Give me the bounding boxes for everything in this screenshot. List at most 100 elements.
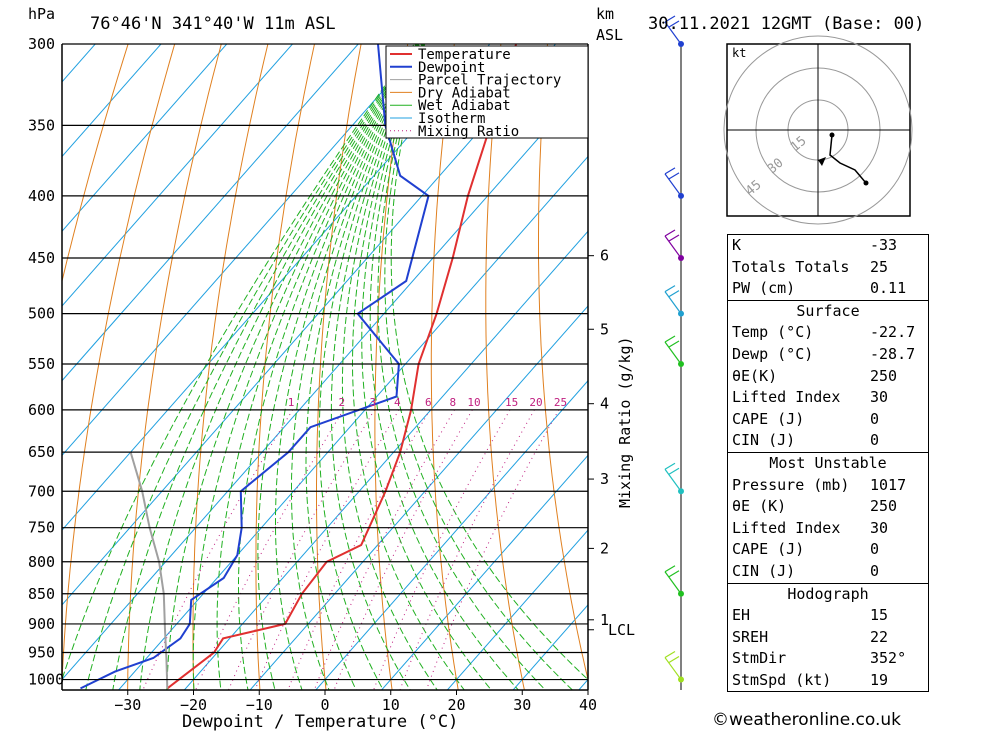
mixing-ratio-line: [313, 409, 455, 690]
isotherm-line: [62, 44, 294, 307]
k-value: -33: [870, 236, 898, 254]
mixing-ratio-line: [287, 409, 431, 690]
pressure-tick-label: 850: [28, 585, 55, 603]
x-tick-label: 0: [320, 696, 329, 714]
hodograph-start-point: [829, 132, 835, 138]
mixing-ratio-label: 4: [394, 396, 401, 409]
surface-cape-label: CAPE (J): [732, 409, 805, 428]
km-tick-label: 3: [600, 470, 609, 488]
wet-adiabat-line: [330, 44, 422, 690]
wet-adiabat-line: [291, 44, 420, 690]
wet-adiabat-line: [216, 44, 418, 690]
isotherm-line: [117, 155, 588, 690]
hodograph-trace: [829, 134, 867, 184]
lcl-label: LCL: [608, 621, 635, 639]
surface-temp-label: Temp (°C): [732, 323, 814, 342]
pressure-tick-label: 600: [28, 401, 55, 419]
surface-cin-label: CIN (J): [732, 431, 796, 450]
mixing-ratio-label: 3: [370, 396, 377, 409]
km-tick-label: 6: [600, 247, 609, 265]
pressure-tick-label: 500: [28, 305, 55, 323]
parcel-trajectory-line: [129, 451, 169, 689]
x-tick-label: 20: [447, 696, 465, 714]
chart-title: 76°46'N 341°40'W 11m ASL: [90, 14, 336, 34]
totals-value: 25: [870, 257, 889, 276]
pressure-tick-label: 900: [28, 615, 55, 633]
wind-barb-shaft: [664, 21, 682, 45]
wet-adiabat-line: [257, 44, 419, 690]
km-tick-label: 4: [600, 395, 609, 413]
isotherm-line: [380, 454, 588, 690]
wind-profile: [664, 15, 684, 690]
pressure-tick-label: 1000: [28, 671, 64, 689]
wind-barb-flag: [668, 656, 680, 664]
stmdir-value: 352°: [870, 649, 907, 668]
wind-barb-flag: [664, 285, 676, 293]
surface-cin-value: 0: [870, 431, 880, 450]
surface-li-label: Lifted Index: [732, 388, 841, 407]
surface-theta-value: 250: [870, 366, 898, 385]
wind-barb-flag: [668, 570, 680, 578]
mu-cape-value: 0: [870, 540, 880, 559]
mu-pressure-label: Pressure (mb): [732, 475, 850, 494]
mu-li-label: Lifted Index: [732, 518, 841, 537]
mixing-ratio-label: 15: [505, 396, 518, 409]
surface-cape-value: 0: [870, 409, 880, 428]
dry-adiabat-line: [127, 44, 222, 690]
x-tick-label: 10: [382, 696, 400, 714]
isotherm-line: [249, 305, 588, 690]
surface-dewp-label: Dewp (°C): [732, 344, 814, 363]
pressure-tick-label: 400: [28, 187, 55, 205]
wind-barb-flag: [668, 290, 680, 298]
most-unstable-title: Most Unstable: [769, 453, 887, 472]
mu-cape-label: CAPE (J): [732, 540, 805, 559]
dry-adiabat-line: [639, 0, 728, 705]
eh-value: 15: [870, 606, 889, 625]
indices-table: K -33 Totals Totals 25 PW (cm) 0.11 Surface…: [727, 234, 929, 693]
wind-barb-flag: [664, 15, 676, 23]
mixing-ratio-label: 20: [529, 396, 542, 409]
stmdir-label: StmDir: [732, 649, 787, 668]
legend-entry: Dry Adiabat: [418, 85, 511, 101]
wind-barb-shaft: [664, 173, 682, 197]
wet-adiabat-line: [384, 44, 574, 690]
mixing-ratio-label: 25: [554, 396, 567, 409]
legend-box: [385, 45, 589, 139]
x-axis-label: Dewpoint / Temperature (°C): [182, 712, 458, 732]
pw-value: 0.11: [870, 279, 907, 298]
hodograph-unit: kt: [732, 46, 746, 60]
isotherm-line: [62, 44, 425, 457]
pressure-tick-label: 950: [28, 643, 55, 661]
pw-label: PW (cm): [732, 279, 796, 298]
km-label: km: [596, 5, 614, 23]
isotherm-line: [62, 81, 588, 681]
totals-label: Totals Totals: [732, 257, 850, 276]
wind-barb-flag: [668, 467, 680, 475]
pressure-tick-label: 450: [28, 249, 55, 267]
legend-entry: Temperature: [418, 47, 511, 63]
x-tick-label: −10: [246, 696, 273, 714]
pressure-tick-label: 800: [28, 553, 55, 571]
isotherm-line: [446, 529, 588, 690]
surface-title: Surface: [796, 301, 860, 320]
y-unit-label: hPa: [28, 5, 55, 23]
wind-barb-shaft: [664, 235, 682, 259]
isotherm-line: [62, 44, 359, 382]
eh-label: EH: [732, 606, 751, 625]
dewpoint-line: [80, 44, 430, 690]
surface-li-value: 30: [870, 388, 889, 407]
isotherm-line: [62, 44, 557, 606]
credit-link[interactable]: ©weatheronline.co.uk: [712, 710, 902, 730]
legend-entry: Mixing Ratio: [418, 124, 519, 140]
legend-entry: Isotherm: [418, 111, 485, 127]
wind-barb-flag: [668, 340, 680, 348]
wind-barb-flag: [668, 172, 680, 180]
pressure-tick-label: 650: [28, 443, 55, 461]
mu-theta-label: θE (K): [732, 497, 787, 516]
hodograph-storm-marker: [818, 157, 826, 166]
surface-temp-value: -22.7: [870, 323, 916, 342]
wind-barb-flag: [664, 462, 676, 470]
